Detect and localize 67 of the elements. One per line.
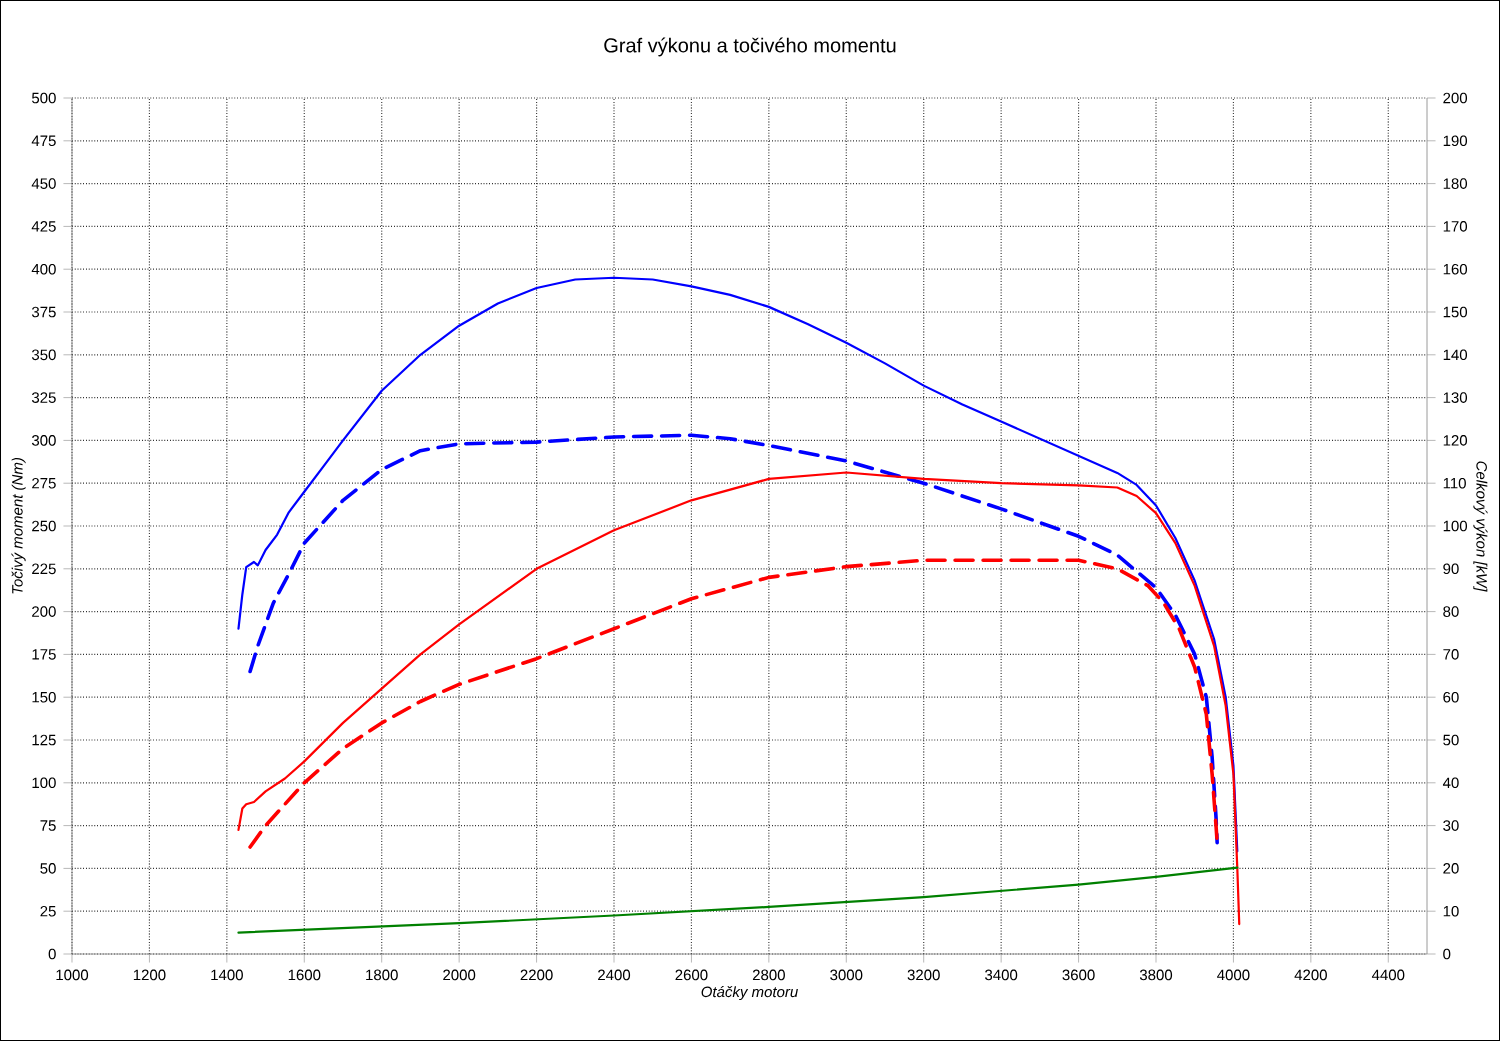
line-series (237, 471, 1241, 926)
y-tick-label: 375 (31, 306, 56, 318)
x-tick-label: 1200 (133, 969, 166, 981)
y-tick-label: 100 (32, 777, 56, 789)
y2-tick-label: 110 (1443, 477, 1466, 489)
x-tick-label: 4200 (1294, 969, 1327, 981)
x-tick-label: 3800 (1139, 969, 1173, 981)
x-tick-label: 2000 (443, 969, 476, 981)
y2-tick-label: 60 (1443, 691, 1459, 703)
x-tick-label: 1600 (288, 969, 321, 981)
y2-tick-label: 120 (1443, 435, 1468, 446)
y2-tick-label: 100 (1443, 520, 1468, 532)
y-tick-label: 500 (31, 92, 56, 104)
x-tick-label: 4400 (1371, 969, 1405, 981)
y2-tick-label: 140 (1443, 349, 1468, 361)
x-tick-label: 3400 (985, 969, 1018, 981)
y-tick-label: 150 (32, 691, 56, 703)
line-series (248, 433, 1219, 845)
y-tick-label: 325 (31, 392, 56, 403)
y2-tick-label: 190 (1443, 135, 1468, 147)
y2-tick-label: 90 (1443, 563, 1459, 575)
x-tick-label: 1400 (211, 969, 243, 981)
y2-tick-label: 200 (1443, 92, 1468, 104)
x-tick-label: 2600 (675, 969, 708, 981)
y-tick-label: 350 (31, 349, 56, 361)
y2-tick-label: 70 (1443, 649, 1459, 660)
y2-axis-title: Celkový výkon [kW] (1473, 461, 1488, 592)
y-tick-label: 25 (40, 905, 56, 917)
y-tick-label: 250 (32, 520, 56, 532)
y2-tick-label: 150 (1443, 306, 1468, 318)
chart-title: Graf výkonu a točivého momentu (604, 37, 896, 57)
line-series (237, 866, 1239, 934)
y2-tick-label: 30 (1443, 820, 1459, 831)
y-tick-label: 125 (32, 734, 56, 746)
y2-tick-label: 80 (1443, 606, 1459, 617)
y2-tick-label: 10 (1443, 905, 1459, 917)
y2-tick-label: 160 (1443, 263, 1468, 275)
y2-tick-label: 40 (1442, 777, 1459, 789)
x-tick-label: 3000 (830, 969, 863, 981)
y2-tick-label: 0 (1443, 948, 1451, 960)
y2-tick-label: 50 (1443, 734, 1459, 746)
y-tick-label: 50 (40, 863, 56, 874)
x-tick-label: 2200 (520, 969, 553, 981)
x-tick-label: 1000 (56, 969, 89, 981)
y-axis-title: Točivý moment (Nm) (11, 458, 26, 594)
y-tick-label: 475 (31, 135, 56, 147)
x-tick-label: 3200 (907, 969, 940, 981)
y-tick-label: 75 (40, 820, 56, 831)
x-tick-label: 4000 (1217, 969, 1250, 981)
x-tick-label: 2800 (752, 969, 785, 981)
x-tick-label: 1800 (366, 969, 398, 981)
y-tick-label: 300 (31, 435, 56, 446)
y2-tick-label: 170 (1443, 221, 1468, 232)
x-axis-title: Otáčky motoru (701, 985, 798, 1001)
y2-tick-label: 180 (1443, 178, 1468, 189)
y-tick-label: 450 (31, 178, 56, 189)
y-tick-label: 175 (32, 649, 56, 660)
x-tick-label: 2400 (598, 969, 631, 981)
y-tick-label: 275 (32, 477, 56, 489)
y-tick-label: 400 (31, 263, 56, 275)
y-tick-label: 0 (48, 948, 56, 960)
y2-tick-label: 20 (1443, 863, 1459, 874)
y-tick-label: 425 (31, 221, 56, 232)
y-tick-label: 225 (32, 563, 56, 575)
y-tick-label: 200 (32, 606, 56, 617)
x-tick-label: 3600 (1062, 969, 1095, 981)
y2-tick-label: 130 (1443, 392, 1468, 403)
